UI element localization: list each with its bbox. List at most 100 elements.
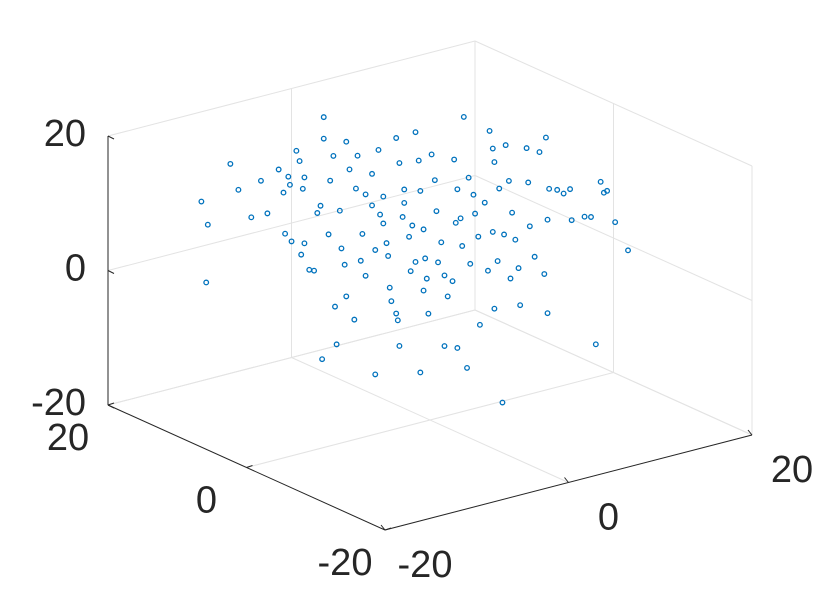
y-tick bbox=[384, 527, 392, 531]
point bbox=[526, 223, 533, 230]
point bbox=[280, 189, 287, 196]
point bbox=[505, 177, 512, 184]
point bbox=[489, 145, 496, 152]
point bbox=[275, 166, 282, 173]
point bbox=[491, 159, 498, 166]
point bbox=[375, 146, 382, 153]
point bbox=[409, 222, 416, 229]
point bbox=[542, 134, 549, 141]
point bbox=[568, 217, 575, 224]
point bbox=[299, 185, 306, 192]
point bbox=[449, 278, 456, 285]
point bbox=[417, 369, 424, 376]
point bbox=[333, 341, 340, 348]
point bbox=[431, 177, 438, 184]
point bbox=[554, 186, 561, 193]
point bbox=[531, 253, 538, 260]
point bbox=[475, 233, 482, 240]
point bbox=[332, 303, 338, 310]
y-tick bbox=[107, 402, 115, 406]
y-tick-label: 20 bbox=[47, 417, 89, 459]
point bbox=[362, 272, 369, 279]
point bbox=[394, 317, 401, 324]
y-tick bbox=[246, 465, 253, 468]
point bbox=[369, 202, 375, 209]
point bbox=[320, 135, 327, 142]
point bbox=[393, 310, 400, 317]
point bbox=[330, 152, 337, 159]
point bbox=[625, 247, 631, 254]
point bbox=[472, 210, 479, 217]
point bbox=[301, 240, 308, 247]
grid-line bbox=[474, 40, 753, 167]
z-tick-label: -20 bbox=[31, 382, 86, 424]
grid-line bbox=[474, 309, 753, 436]
x-tick bbox=[380, 524, 386, 531]
y-tick-label: 0 bbox=[196, 480, 217, 522]
point bbox=[454, 186, 461, 193]
point bbox=[293, 147, 300, 154]
point bbox=[346, 166, 353, 173]
point bbox=[227, 160, 234, 167]
point bbox=[499, 399, 506, 406]
point bbox=[438, 239, 445, 246]
point bbox=[341, 261, 348, 268]
point bbox=[357, 257, 364, 264]
point bbox=[485, 267, 491, 274]
grid-line bbox=[107, 40, 476, 137]
point bbox=[412, 259, 419, 265]
point bbox=[258, 177, 264, 184]
point bbox=[204, 221, 211, 228]
point bbox=[454, 345, 461, 351]
point bbox=[412, 129, 419, 136]
point bbox=[423, 275, 430, 282]
point bbox=[343, 138, 350, 145]
point bbox=[509, 209, 516, 216]
point bbox=[306, 266, 313, 273]
point bbox=[288, 238, 295, 245]
point bbox=[296, 158, 303, 165]
point bbox=[441, 272, 448, 279]
point bbox=[560, 190, 567, 197]
point bbox=[494, 258, 501, 265]
point bbox=[420, 287, 427, 294]
point bbox=[203, 279, 210, 286]
point bbox=[428, 151, 435, 158]
grid-line bbox=[107, 309, 476, 406]
point bbox=[320, 114, 327, 121]
point bbox=[459, 243, 466, 249]
x-tick bbox=[747, 429, 753, 436]
z-tick bbox=[107, 404, 115, 409]
point bbox=[343, 293, 350, 300]
point bbox=[301, 174, 308, 181]
point bbox=[407, 268, 414, 275]
point bbox=[422, 255, 429, 262]
point bbox=[567, 186, 574, 193]
point bbox=[592, 341, 599, 348]
point bbox=[536, 149, 543, 156]
point bbox=[351, 316, 358, 323]
point bbox=[544, 216, 551, 223]
point bbox=[544, 310, 551, 317]
point bbox=[298, 251, 305, 258]
point bbox=[359, 230, 366, 237]
point bbox=[517, 302, 524, 309]
point bbox=[386, 284, 393, 291]
point bbox=[286, 181, 293, 188]
point bbox=[467, 260, 474, 267]
point bbox=[282, 230, 289, 237]
z-tick-label: 20 bbox=[44, 113, 86, 155]
point bbox=[415, 157, 422, 164]
point bbox=[464, 364, 470, 371]
point bbox=[604, 187, 611, 194]
point bbox=[465, 174, 472, 181]
point bbox=[248, 214, 255, 221]
point bbox=[491, 305, 498, 312]
point bbox=[476, 321, 483, 328]
point bbox=[198, 198, 205, 205]
point bbox=[327, 177, 334, 184]
y-tick-label: -20 bbox=[318, 542, 373, 584]
point bbox=[486, 127, 493, 134]
point bbox=[336, 207, 343, 214]
